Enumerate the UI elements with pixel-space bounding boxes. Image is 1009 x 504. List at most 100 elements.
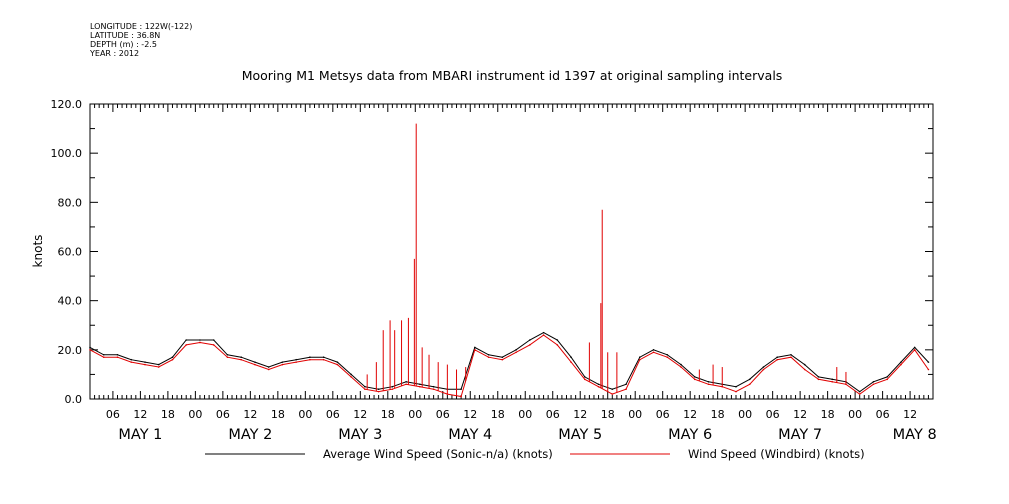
legend: Average Wind Speed (Sonic-n/a) (knots) W…	[205, 447, 865, 461]
data-point-windbird	[309, 358, 311, 361]
x-tick-label: 06	[436, 408, 450, 421]
y-tick-label: 60.0	[58, 246, 83, 259]
data-point-windbird	[185, 344, 188, 346]
data-point-average	[144, 361, 146, 363]
data-point-windbird	[625, 388, 627, 390]
data-point-windbird	[872, 383, 875, 386]
year-label: YEAR : 2012	[90, 49, 140, 58]
x-tick-label: 12	[133, 408, 147, 421]
data-point-average	[309, 356, 311, 359]
data-point-average	[212, 339, 215, 341]
x-tick-label: 12	[353, 408, 367, 421]
data-point-average	[322, 356, 325, 359]
data-point-average	[638, 356, 641, 359]
x-tick-label: 00	[188, 408, 202, 421]
data-point-windbird	[611, 393, 614, 395]
data-point-windbird	[144, 363, 146, 366]
x-tick-label: 12	[793, 408, 807, 421]
data-point-average	[157, 363, 160, 366]
series-line-windbird	[89, 334, 929, 398]
data-point-windbird	[556, 344, 559, 346]
day-label: MAY 1	[118, 427, 162, 443]
data-point-average	[405, 380, 407, 383]
data-point-average	[803, 363, 806, 366]
day-label: MAY 3	[338, 427, 382, 443]
x-tick-label: 06	[656, 408, 670, 421]
data-point-average	[611, 388, 614, 390]
data-point-windbird	[432, 388, 435, 390]
x-tick-label: 06	[216, 408, 230, 421]
data-point-average	[597, 383, 600, 386]
day-label: MAY 2	[228, 427, 272, 443]
x-tick-label: 18	[271, 408, 285, 421]
data-point-average	[666, 353, 669, 356]
data-point-windbird	[226, 356, 229, 359]
data-point-average	[377, 388, 380, 390]
x-tick-label: 18	[161, 408, 175, 421]
data-point-windbird	[391, 388, 394, 390]
data-point-windbird	[460, 395, 462, 398]
data-point-windbird	[693, 378, 696, 381]
data-point-windbird	[817, 378, 820, 381]
x-tick-label: 06	[876, 408, 890, 421]
data-point-average	[419, 383, 421, 386]
data-point-windbird	[735, 390, 737, 393]
data-point-average	[267, 366, 270, 368]
data-point-average	[762, 366, 765, 368]
station-metadata: LONGITUDE : 122W(-122) LATITUDE : 36.8N …	[90, 22, 192, 58]
data-point-windbird	[515, 351, 517, 354]
x-tick-label: 12	[243, 408, 257, 421]
day-label: MAY 7	[778, 427, 822, 443]
data-point-windbird	[350, 376, 352, 378]
data-point-average	[130, 358, 133, 361]
longitude-label: LONGITUDE : 122W(-122)	[90, 22, 193, 31]
data-point-windbird	[680, 366, 682, 368]
data-point-windbird	[89, 349, 91, 351]
data-point-average	[872, 380, 875, 383]
data-point-windbird	[803, 368, 806, 371]
data-point-average	[900, 361, 902, 363]
data-point-average	[185, 339, 188, 341]
data-point-windbird	[707, 383, 710, 386]
data-point-windbird	[281, 363, 284, 366]
x-tick-label: 00	[518, 408, 532, 421]
y-axis: 0.0 20.0 40.0 60.0 80.0 100.0 120.0	[51, 98, 933, 406]
data-point-windbird	[501, 358, 504, 361]
data-point-average	[171, 356, 174, 359]
x-tick-label: 12	[463, 408, 477, 421]
data-point-average	[116, 353, 119, 356]
data-point-windbird	[666, 356, 669, 359]
data-point-average	[790, 353, 792, 356]
data-point-average	[680, 363, 682, 366]
x-tick-label: 12	[683, 408, 697, 421]
series-line-average	[89, 332, 929, 393]
data-point-windbird	[364, 388, 366, 390]
y-axis-label: knots	[31, 235, 45, 268]
data-point-windbird	[336, 363, 339, 366]
data-point-windbird	[886, 378, 888, 381]
data-point-average	[226, 353, 229, 356]
data-point-average	[102, 353, 105, 356]
x-tick-label: 18	[491, 408, 505, 421]
data-point-windbird	[254, 363, 256, 366]
x-tick-label: 12	[903, 408, 917, 421]
data-point-windbird	[858, 393, 861, 395]
x-tick-label: 06	[546, 408, 560, 421]
data-point-windbird	[377, 390, 380, 393]
data-point-average	[460, 388, 462, 390]
y-tick-label: 80.0	[58, 196, 83, 209]
data-point-average	[350, 373, 352, 376]
data-point-windbird	[487, 356, 490, 359]
x-tick-label: 00	[628, 408, 642, 421]
data-point-windbird	[295, 361, 297, 363]
data-point-windbird	[199, 341, 201, 344]
data-point-windbird	[570, 361, 572, 363]
day-label: MAY 6	[668, 427, 712, 443]
data-point-average	[927, 361, 930, 363]
data-point-average	[199, 339, 201, 341]
data-point-windbird	[776, 358, 779, 361]
data-point-windbird	[405, 383, 407, 386]
x-tick-label: 00	[408, 408, 422, 421]
data-point-average	[556, 339, 559, 341]
depth-label: DEPTH (m) : -2.5	[90, 40, 157, 49]
